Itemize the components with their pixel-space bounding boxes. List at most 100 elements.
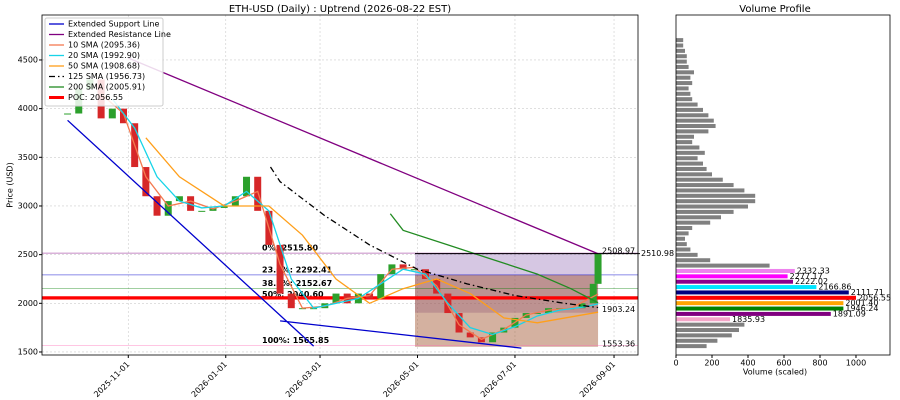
volume-bar bbox=[676, 48, 685, 53]
fib-label: 0%: 2515.80 bbox=[262, 244, 318, 253]
fib-label: 38.2%: 2152.67 bbox=[262, 279, 332, 288]
volume-bar bbox=[676, 242, 687, 247]
volume-bar bbox=[676, 263, 770, 268]
candle bbox=[108, 108, 116, 119]
volume-bar bbox=[676, 107, 703, 112]
y-tick-label: 3500 bbox=[18, 153, 38, 162]
series-line bbox=[269, 166, 599, 309]
volume-bar bbox=[676, 193, 756, 198]
x-tick-label: 2025-11-01 bbox=[92, 360, 131, 399]
annotation: 2510.98 bbox=[641, 249, 674, 258]
volume-bar bbox=[676, 290, 849, 295]
volume-bar bbox=[676, 268, 795, 273]
volume-bar bbox=[676, 215, 721, 220]
volume-bar bbox=[676, 199, 756, 204]
x-axis-label: Volume (scaled) bbox=[743, 368, 807, 377]
volume-bar bbox=[676, 344, 707, 349]
volume-bar bbox=[676, 43, 684, 48]
frame bbox=[675, 14, 891, 356]
volume-bar bbox=[676, 295, 856, 300]
frame bbox=[41, 14, 639, 356]
candle bbox=[455, 313, 463, 333]
volume-bar bbox=[676, 118, 714, 123]
series-line bbox=[389, 213, 599, 304]
volume-bar bbox=[676, 258, 711, 263]
volume-bar bbox=[676, 311, 831, 316]
volume-bar bbox=[676, 140, 693, 145]
fib-label: 100%: 1565.85 bbox=[262, 336, 330, 345]
bar-label: 2166.86 bbox=[818, 283, 851, 292]
volume-bar bbox=[676, 172, 712, 177]
bar-label: 2001.40 bbox=[845, 299, 878, 308]
x-tick-label: 400 bbox=[740, 359, 755, 368]
volume-bar bbox=[676, 333, 732, 338]
annotation: 2508.97 bbox=[602, 246, 635, 255]
volume-bar bbox=[676, 54, 687, 59]
y-tick-label: 4500 bbox=[18, 55, 38, 64]
candle bbox=[220, 205, 228, 208]
legend-label: 125 SMA (1956.73) bbox=[68, 72, 145, 81]
volume-bar bbox=[676, 166, 707, 171]
series-line bbox=[67, 119, 522, 349]
candle bbox=[254, 176, 262, 211]
candle bbox=[119, 108, 127, 124]
legend-label: 10 SMA (2095.36) bbox=[68, 41, 140, 50]
legend-label: 20 SMA (1992.90) bbox=[68, 51, 140, 60]
candle bbox=[64, 113, 72, 115]
volume-bar bbox=[676, 70, 694, 75]
candle bbox=[187, 196, 195, 211]
bar-label: 2277.17 bbox=[790, 272, 823, 281]
candle bbox=[589, 283, 597, 304]
series-line bbox=[111, 98, 599, 336]
candle bbox=[578, 303, 586, 309]
volume-bar bbox=[676, 236, 685, 241]
x-tick-label: 2026-03-01 bbox=[284, 360, 323, 399]
x-tick-label: 2026-09-01 bbox=[578, 360, 617, 399]
volume-bar bbox=[676, 338, 718, 343]
candle bbox=[198, 210, 206, 212]
volume-bar bbox=[676, 38, 684, 43]
candle bbox=[153, 196, 161, 216]
legend-label: Extended Resistance Line bbox=[68, 30, 171, 39]
volume-bar bbox=[676, 328, 739, 333]
y-tick-label: 4000 bbox=[18, 104, 38, 113]
volume-bar bbox=[676, 252, 698, 257]
candle bbox=[243, 176, 251, 197]
bar-label: 1891.09 bbox=[833, 309, 866, 318]
volume-bar bbox=[676, 134, 694, 139]
volume-bar bbox=[676, 279, 793, 284]
volume-bar bbox=[676, 306, 844, 311]
volume-bar bbox=[676, 86, 689, 91]
volume-bar bbox=[676, 102, 698, 107]
legend-label: Extended Support Line bbox=[68, 20, 159, 29]
volume-bar bbox=[676, 231, 689, 236]
bar-label: 1835.93 bbox=[732, 315, 765, 324]
bar-label: 2332.33 bbox=[797, 266, 830, 275]
x-tick-label: 2026-05-01 bbox=[381, 360, 420, 399]
volume-bar bbox=[676, 75, 691, 80]
candle bbox=[594, 253, 602, 284]
candle bbox=[466, 332, 474, 338]
volume-bar bbox=[676, 156, 698, 161]
y-axis-label: Price (USD) bbox=[6, 162, 15, 207]
y-tick-label: 2500 bbox=[18, 250, 38, 259]
annotation: 1903.24 bbox=[602, 305, 635, 314]
volume-bar bbox=[676, 150, 705, 155]
candle bbox=[287, 293, 295, 309]
x-tick-label: 2026-07-01 bbox=[479, 360, 518, 399]
volume-bar bbox=[676, 247, 691, 252]
candle bbox=[164, 201, 172, 216]
legend-label: POC: 2056.55 bbox=[68, 93, 123, 102]
profile-title: Volume Profile bbox=[739, 4, 810, 15]
x-tick-label: 1000 bbox=[846, 359, 866, 368]
y-tick-label: 2000 bbox=[18, 299, 38, 308]
bar-label: 1946.24 bbox=[845, 304, 878, 313]
volume-bar bbox=[676, 317, 730, 322]
candle bbox=[175, 196, 183, 202]
volume-bar bbox=[676, 129, 709, 134]
volume-bar bbox=[676, 124, 716, 129]
volume-bar bbox=[676, 183, 734, 188]
series-line bbox=[128, 57, 599, 255]
candle bbox=[399, 264, 407, 270]
